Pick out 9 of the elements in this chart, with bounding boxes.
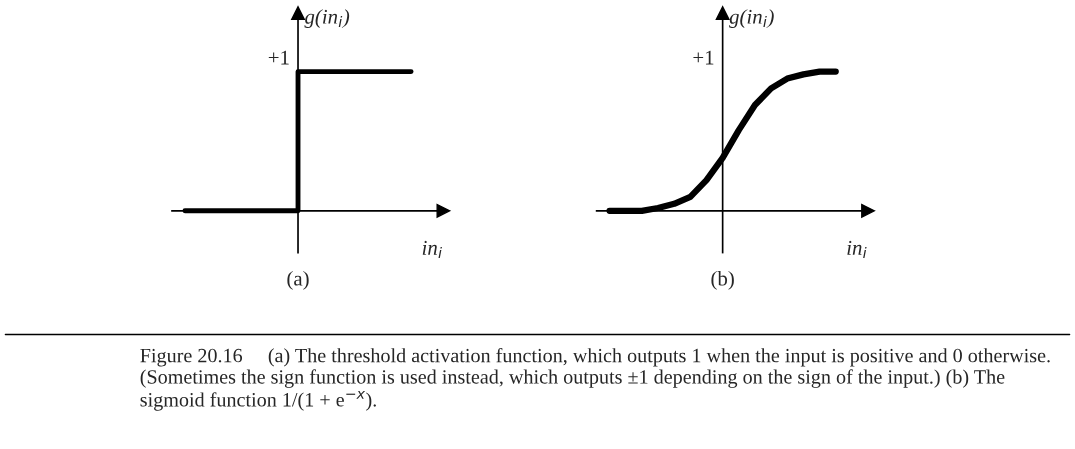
x-axis-title: in$_{i}$ xyxy=(847,240,867,259)
x-axis-title: in$_{i}$ xyxy=(422,240,442,259)
y-axis-title: g(in$_{i}$) xyxy=(304,9,350,29)
text: (b) xyxy=(711,270,734,290)
y-axis-title: g(in$_{i}$) xyxy=(729,9,774,29)
text: +1 xyxy=(268,50,289,65)
caption: Figure 20.16 (a) The threshold activation function, which outputs 1 when the input is positive and 0 otherwise. (Sometimes the sign function is used instead, which outputs ±1 depending on the sign of the input.) (b) The sigmoid function 1/(1 + e$^{−x}$). xyxy=(140,347,1050,411)
text: (a) xyxy=(287,270,309,290)
text: +1 xyxy=(693,50,714,65)
